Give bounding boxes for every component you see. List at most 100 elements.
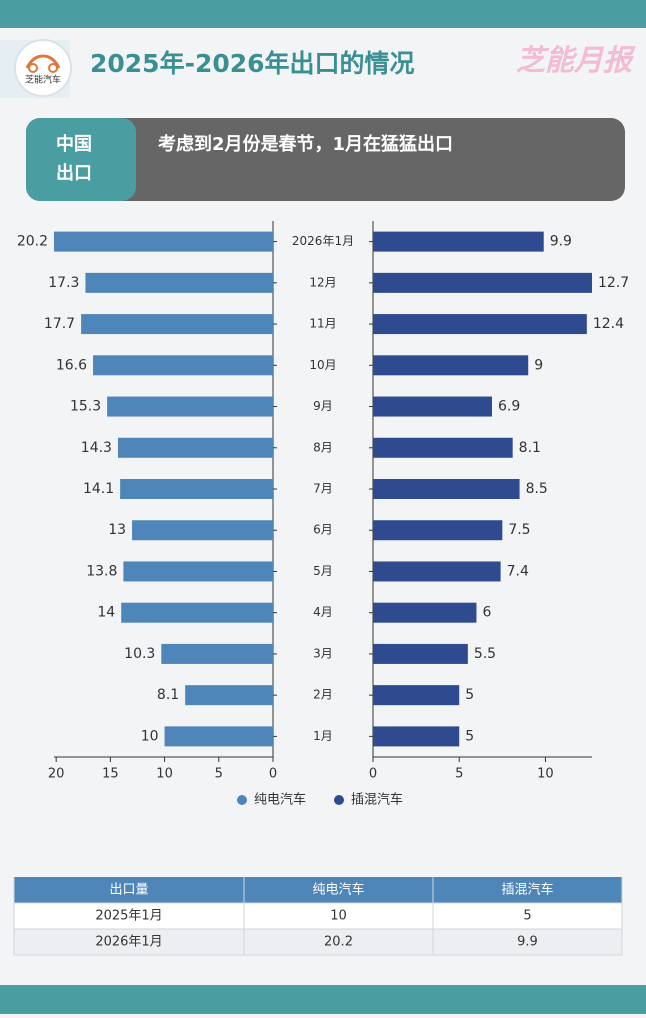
bar — [93, 355, 274, 376]
x-tick-label: 15 — [102, 767, 119, 782]
table-header — [14, 877, 622, 903]
category-label: 7月 — [313, 482, 333, 496]
bar — [185, 685, 273, 706]
bar — [373, 437, 513, 458]
value-label: 8.1 — [519, 440, 541, 456]
x-tick-label: 0 — [269, 767, 277, 782]
table-cell: 10 — [330, 909, 347, 924]
bar — [373, 479, 520, 499]
bar — [164, 726, 273, 747]
bar — [132, 520, 273, 541]
value-label: 7.4 — [507, 563, 529, 579]
category-label: 6月 — [313, 523, 333, 537]
value-label: 13.8 — [86, 563, 117, 579]
value-label: 9.9 — [550, 234, 572, 250]
bar — [373, 355, 529, 376]
category-label: 2月 — [313, 688, 333, 702]
category-label: 2026年1月 — [292, 234, 354, 248]
value-label: 12.7 — [598, 275, 629, 291]
logo — [14, 39, 72, 97]
bar — [373, 231, 544, 252]
bar — [123, 561, 273, 582]
category-label: 11月 — [309, 317, 336, 331]
value-label: 5.5 — [474, 646, 496, 662]
bar — [117, 437, 273, 458]
value-label: 17.3 — [48, 275, 79, 291]
bar — [120, 479, 273, 499]
x-tick-label: 20 — [48, 767, 65, 782]
title: 2025年-2026年出口的情况 — [90, 49, 415, 78]
value-label: 14.1 — [83, 481, 114, 497]
bar — [373, 396, 492, 417]
value-label: 14 — [97, 605, 115, 621]
legend-label: 纯电汽车 — [254, 792, 306, 808]
legend-swatch — [237, 795, 247, 805]
value-label: 14.3 — [81, 440, 112, 456]
x-tick-label: 10 — [537, 767, 554, 782]
legend-swatch — [334, 795, 344, 805]
value-label: 20.2 — [17, 234, 48, 250]
category-label: 8月 — [313, 440, 333, 454]
value-label: 5 — [465, 728, 474, 744]
x-tick-label: 10 — [156, 767, 173, 782]
value-label: 10.3 — [124, 646, 155, 662]
table-cell: 9.9 — [517, 935, 538, 950]
logo-text: 芝能汽车 — [25, 74, 61, 86]
banner-tag: 出口 — [56, 162, 92, 184]
value-label: 5 — [465, 687, 474, 703]
table-cell: 2026年1月 — [95, 935, 162, 950]
banner-tag-box — [26, 118, 136, 201]
bar — [373, 561, 501, 582]
value-label: 17.7 — [44, 316, 75, 332]
bar — [121, 602, 273, 623]
category-label: 10月 — [309, 358, 336, 372]
banner-text: 考虑到2月份是春节，1月在猛猛出口 — [158, 133, 453, 155]
top-bar — [0, 0, 646, 28]
value-label: 13 — [108, 522, 126, 538]
value-label: 16.6 — [56, 357, 87, 373]
category-label: 9月 — [313, 399, 333, 413]
category-label: 5月 — [313, 564, 333, 578]
bar — [373, 643, 468, 664]
bar — [373, 314, 587, 335]
value-label: 12.4 — [593, 316, 624, 332]
bar — [373, 685, 460, 706]
value-label: 8.5 — [526, 481, 548, 497]
table-header-cell: 出口量 — [109, 883, 148, 898]
table-cell: 5 — [523, 909, 531, 924]
bar — [107, 396, 273, 417]
banner-tag: 中国 — [56, 133, 92, 155]
value-label: 9 — [534, 357, 543, 373]
bar — [373, 520, 503, 541]
table-cell: 20.2 — [324, 935, 353, 950]
value-label: 6 — [482, 605, 491, 621]
bar — [373, 272, 592, 293]
logo-wheel — [48, 63, 58, 73]
brand: 芝能月报 — [516, 43, 636, 77]
value-label: 8.1 — [157, 687, 179, 703]
bottom-bar — [0, 985, 646, 1014]
bar — [373, 602, 477, 623]
category-label: 1月 — [313, 729, 333, 743]
logo-car — [25, 54, 61, 69]
logo-wheel — [28, 63, 38, 73]
banner — [26, 118, 625, 201]
value-label: 7.5 — [508, 522, 530, 538]
category-label: 4月 — [313, 605, 333, 619]
category-label: 3月 — [313, 646, 333, 660]
legend-label: 插混汽车 — [351, 792, 403, 808]
table-row — [13, 902, 623, 930]
x-tick-label: 5 — [215, 767, 223, 782]
table-cell: 2025年1月 — [95, 909, 162, 924]
value-label: 6.9 — [498, 399, 520, 415]
category-label: 12月 — [309, 275, 336, 289]
x-tick-label: 5 — [455, 767, 463, 782]
table-header-cell: 纯电汽车 — [312, 882, 364, 898]
bar — [85, 272, 273, 293]
x-tick-label: 0 — [369, 767, 377, 782]
bar — [81, 314, 273, 335]
bar — [54, 231, 273, 252]
table-header-cell: 插混汽车 — [501, 882, 553, 898]
